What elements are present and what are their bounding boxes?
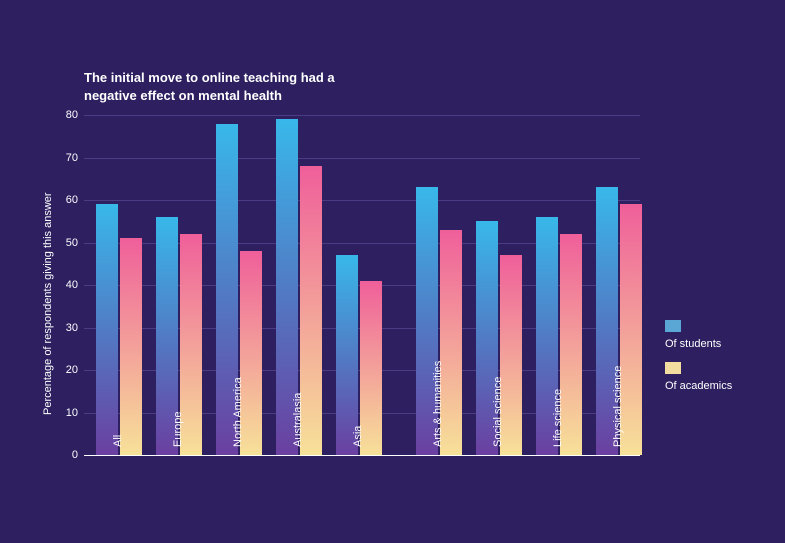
category-label: Asia xyxy=(352,426,364,447)
y-tick-label: 50 xyxy=(56,237,78,249)
y-tick-label: 60 xyxy=(56,194,78,206)
y-tick-label: 70 xyxy=(56,152,78,164)
y-tick-label: 0 xyxy=(56,449,78,461)
category-label: Australasia xyxy=(292,393,304,447)
x-axis-line xyxy=(84,455,640,456)
legend-swatch-academics xyxy=(665,362,681,374)
gridline xyxy=(84,115,640,116)
category-label: Physical science xyxy=(612,366,624,447)
category-label: Arts & humanities xyxy=(432,361,444,447)
gridline xyxy=(84,200,640,201)
legend-swatch-students xyxy=(665,320,681,332)
chart-title: The initial move to online teaching had … xyxy=(84,69,354,104)
y-tick-label: 80 xyxy=(56,109,78,121)
category-label: North America xyxy=(232,377,244,447)
category-label: All xyxy=(112,435,124,447)
category-label: Life science xyxy=(552,389,564,447)
chart-canvas: The initial move to online teaching had … xyxy=(0,0,785,543)
y-axis-label: Percentage of respondents giving this an… xyxy=(42,192,54,415)
legend-label-academics: Of academics xyxy=(665,380,732,392)
gridline xyxy=(84,158,640,159)
y-tick-label: 20 xyxy=(56,364,78,376)
y-tick-label: 10 xyxy=(56,407,78,419)
category-label: Social science xyxy=(492,377,504,447)
legend-label-students: Of students xyxy=(665,338,721,350)
y-tick-label: 40 xyxy=(56,279,78,291)
y-tick-label: 30 xyxy=(56,322,78,334)
bar-academics xyxy=(120,238,142,455)
bar-students xyxy=(96,204,118,455)
category-label: Europe xyxy=(172,412,184,447)
